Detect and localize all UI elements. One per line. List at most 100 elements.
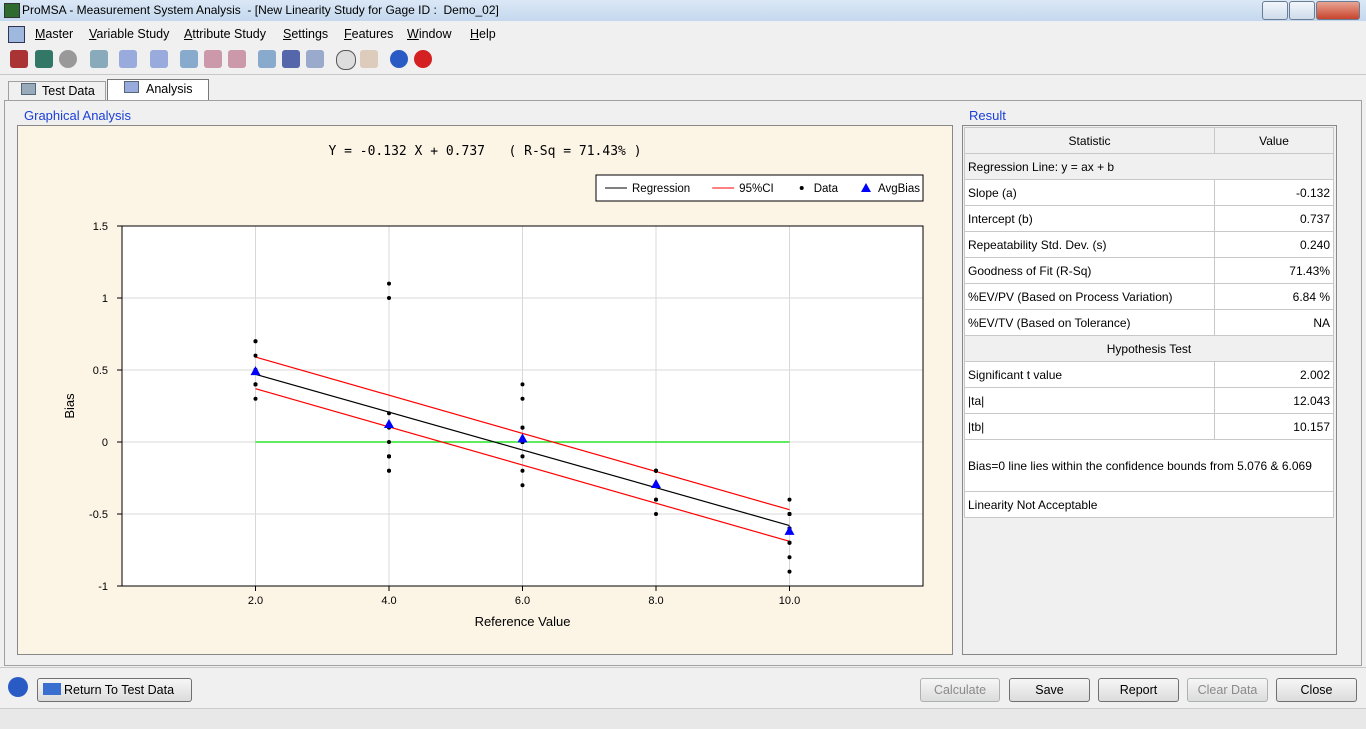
avg-bias-point	[250, 366, 261, 376]
legend-label: Data	[814, 183, 839, 195]
exit-tool[interactable]	[414, 50, 432, 68]
tool-button[interactable]	[35, 50, 53, 68]
separator	[0, 667, 1366, 668]
menu-item[interactable]: Window	[407, 27, 452, 41]
separator	[0, 74, 1366, 75]
menu-item[interactable]: Features	[344, 27, 394, 41]
legend-swatch	[861, 183, 871, 192]
minimize-button[interactable]	[1262, 1, 1288, 20]
tab-label[interactable]: Test Data	[42, 84, 95, 98]
data-point	[253, 382, 258, 387]
cell: Linearity Not Acceptable	[964, 491, 1334, 518]
tool-button[interactable]	[204, 50, 222, 68]
x-tick-label: 8.0	[648, 595, 663, 607]
data-point	[654, 512, 658, 516]
title-bar: ProMSA - Measurement System Analysis - […	[0, 0, 1366, 21]
calculate-button: Calculate	[920, 678, 1000, 702]
cell: %EV/PV (Based on Process Variation)	[964, 283, 1215, 310]
menu-item[interactable]: Attribute Study	[184, 27, 266, 41]
legend-swatch	[799, 186, 804, 190]
tool-button[interactable]	[258, 50, 276, 68]
y-axis-title: Bias	[62, 393, 77, 419]
x-tick-label: 10.0	[779, 595, 800, 607]
cell: Repeatability Std. Dev. (s)	[964, 231, 1215, 258]
tab-active[interactable]: Analysis	[107, 79, 209, 101]
x-axis-title: Reference Value	[475, 614, 571, 629]
y-tick-label: 0	[102, 437, 108, 449]
avg-bias-point	[517, 433, 528, 443]
data-point	[520, 454, 525, 459]
data-point	[520, 483, 525, 488]
help-tool[interactable]	[390, 50, 408, 68]
tool-button[interactable]	[180, 50, 198, 68]
menu-bar	[0, 22, 1366, 46]
data-point	[387, 468, 391, 473]
cell: NA	[1214, 309, 1334, 336]
menu-item[interactable]: Help	[470, 27, 496, 41]
tool-button[interactable]	[282, 50, 300, 68]
tool-button[interactable]	[336, 50, 356, 70]
data-point	[387, 281, 391, 286]
doc-icon	[8, 26, 25, 43]
data-point	[787, 512, 792, 516]
status-bar	[0, 708, 1366, 729]
help-button[interactable]	[8, 677, 28, 697]
menu-item[interactable]: Master	[35, 27, 74, 41]
legend-label: AvgBias	[878, 183, 920, 195]
cell: |ta|	[964, 387, 1215, 414]
y-tick-label: 0.5	[93, 365, 108, 377]
data-point	[387, 296, 391, 300]
data-point	[787, 540, 792, 545]
close-window-button[interactable]	[1316, 1, 1360, 20]
data-point	[787, 497, 792, 502]
data-point	[787, 569, 792, 574]
return-button[interactable]: Return To Test Data	[37, 678, 192, 702]
cell: 12.043	[1214, 387, 1334, 414]
clear-button: Clear Data	[1187, 678, 1268, 702]
y-tick-label: 1.5	[93, 221, 108, 233]
avg-bias-point	[651, 479, 661, 489]
cell: Significant t value	[964, 361, 1215, 388]
group-title: Graphical Analysis	[24, 108, 131, 123]
tab[interactable]: Test Data	[8, 81, 106, 101]
tool-button[interactable]	[228, 50, 246, 68]
tool-button[interactable]	[59, 50, 77, 68]
regression-line	[255, 373, 790, 527]
close-button[interactable]: Close	[1276, 678, 1357, 702]
data-point	[654, 497, 658, 502]
menu-item[interactable]: Variable Study	[89, 27, 170, 41]
column-header: Value	[1214, 127, 1334, 154]
button-label[interactable]: Return To Test Data	[64, 683, 175, 697]
data-point	[520, 468, 525, 473]
y-tick-label: -1	[98, 581, 108, 593]
ci-upper	[255, 356, 790, 511]
chart-title: Y = -0.132 X + 0.737 ( R-Sq = 71.43% )	[328, 144, 641, 159]
data-point	[253, 339, 258, 344]
save-button[interactable]: Save	[1009, 678, 1090, 702]
cell: Slope (a)	[964, 179, 1215, 206]
legend-label: Regression	[632, 183, 690, 195]
tool-button[interactable]	[150, 50, 168, 68]
data-point	[387, 411, 391, 416]
group-title: Result	[969, 108, 1006, 123]
data-point	[387, 440, 391, 444]
tab-label[interactable]: Analysis	[146, 82, 193, 96]
maximize-button[interactable]	[1289, 1, 1315, 20]
tool-button[interactable]	[90, 50, 108, 68]
y-tick-label: -0.5	[89, 509, 108, 521]
y-tick-label: 1	[102, 293, 108, 305]
tool-button[interactable]	[360, 50, 378, 68]
cell: Bias=0 line lies within the confidence b…	[964, 439, 1334, 492]
data-point	[387, 454, 391, 459]
cell: Goodness of Fit (R-Sq)	[964, 257, 1215, 284]
ci-lower	[255, 388, 790, 542]
data-point	[253, 396, 258, 401]
report-button[interactable]: Report	[1098, 678, 1179, 702]
menu-item[interactable]: Settings	[283, 27, 329, 41]
tool-button[interactable]	[306, 50, 324, 68]
tool-button[interactable]	[10, 50, 28, 68]
data-point	[654, 468, 658, 473]
tool-button[interactable]	[119, 50, 137, 68]
data-point	[520, 382, 525, 387]
